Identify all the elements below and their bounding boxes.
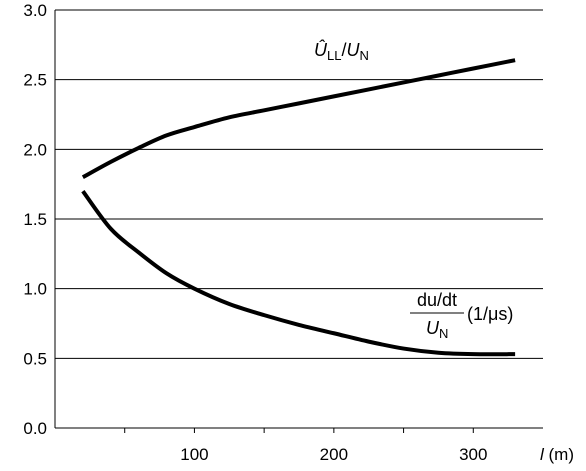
y-tick-labels: 0.0 0.5 1.0 1.5 2.0 2.5 3.0 [23,1,47,438]
annotation-upper-num-sub: LL [327,48,341,63]
annotation-lower: du/dt UN (1/μs) [410,290,513,341]
annotation-upper-slash: / [341,40,346,60]
y-tick-label: 2.0 [23,140,47,159]
x-tick-labels: 100 200 300 [180,445,487,464]
x-tick-label: 300 [459,445,487,464]
annotation-lower-numerator: du/dt [417,290,457,310]
x-tick-label: 100 [180,445,208,464]
annotation-upper-den-sub: N [359,48,368,63]
annotation-upper-num: Û [314,39,328,60]
annotation-lower-denominator: UN [426,318,448,341]
series-lines [81,58,516,357]
series-line-upper [81,58,516,179]
axes [54,10,543,429]
annotation-lower-unit: (1/μs) [467,304,513,324]
y-tick-label: 2.5 [23,71,47,90]
y-tick-label: 0.0 [23,419,47,438]
x-axis-title: l (m) [540,445,574,464]
annotation-upper-den: U [346,40,360,60]
y-tick-label: 1.0 [23,280,47,299]
y-tick-label: 3.0 [23,1,47,20]
x-tick-label: 200 [320,445,348,464]
y-tick-label: 0.5 [23,349,47,368]
x-tick-marks [124,428,474,433]
series-line-lower [81,189,516,357]
y-tick-label: 1.5 [23,210,47,229]
annotation-upper: ÛLL/UN [314,39,369,63]
